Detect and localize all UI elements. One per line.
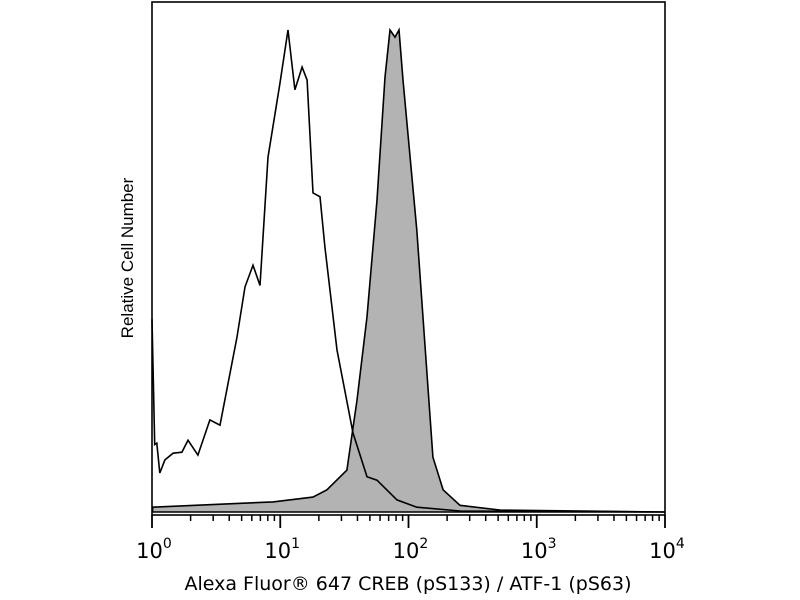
x-tick-label: 102 <box>393 536 429 563</box>
y-axis-title: Relative Cell Number <box>118 177 137 338</box>
x-tick-label: 101 <box>264 536 300 563</box>
outline-histogram-0 <box>151 29 666 513</box>
series-layer <box>151 27 666 513</box>
x-tick-label: 103 <box>521 536 557 563</box>
x-tick-label: 100 <box>136 536 172 563</box>
x-tick-label: 104 <box>649 536 685 563</box>
x-axis-ticks <box>151 515 666 528</box>
x-axis-tick-labels: 100 101 102 103 104 <box>136 536 685 563</box>
filled-histogram-1 <box>151 27 666 513</box>
x-axis-title: Alexa Fluor® 647 CREB (pS133) / ATF-1 (p… <box>185 573 632 595</box>
